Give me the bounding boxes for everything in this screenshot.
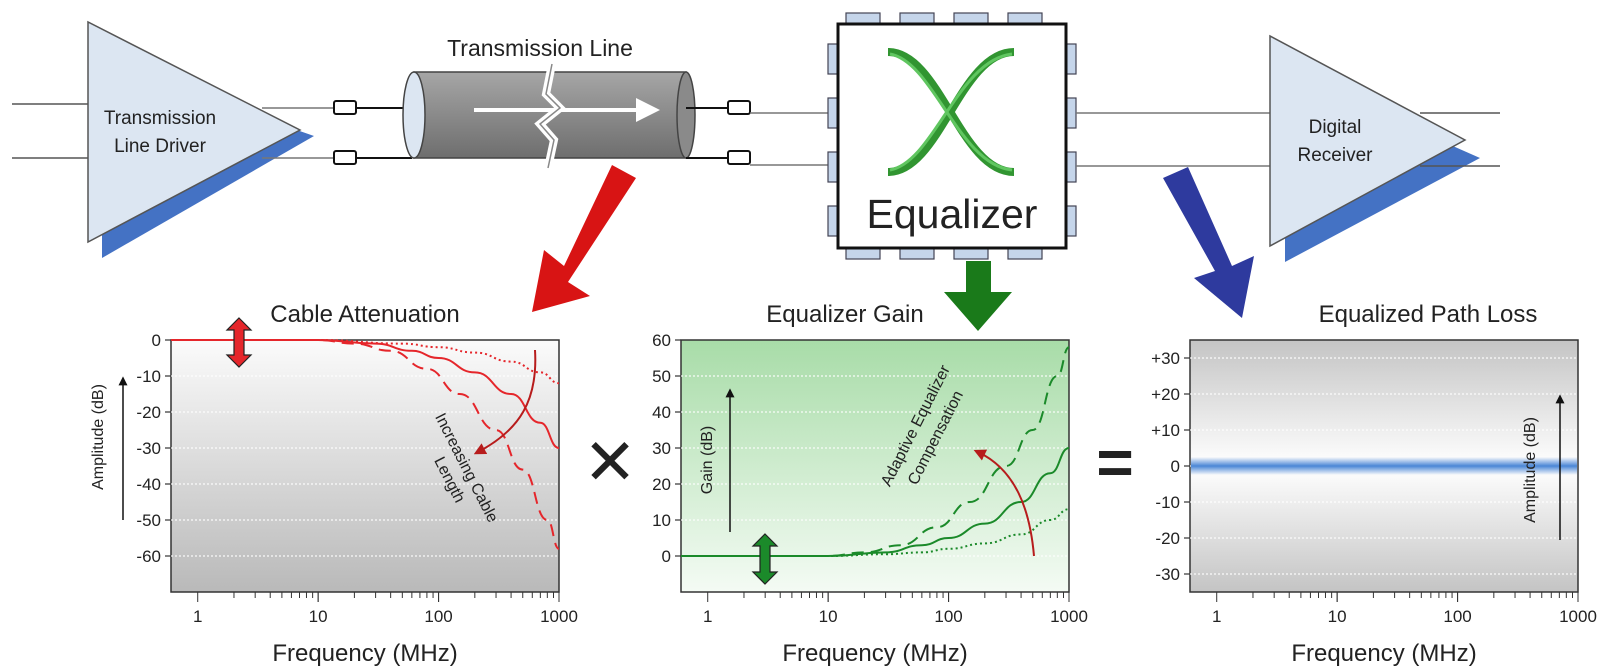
x-tick-label: 1 xyxy=(703,607,712,626)
y-tick-label: 20 xyxy=(652,475,671,494)
connector-icon xyxy=(334,101,412,164)
y-tick-label: 30 xyxy=(652,439,671,458)
y-tick-label: 60 xyxy=(652,331,671,350)
x-tick-label: 1000 xyxy=(540,607,578,626)
y-tick-label: -10 xyxy=(1155,493,1180,512)
y-tick-label: 0 xyxy=(662,547,671,566)
big-arrow-red xyxy=(532,165,636,312)
chart2-title: Equalizer Gain xyxy=(766,301,923,328)
x-tick-label: 1 xyxy=(193,607,202,626)
x-tick-label: 10 xyxy=(819,607,838,626)
chart3-title: Equalized Path Loss xyxy=(1319,301,1538,328)
chart-equalized-path-loss: +30 +20 +10 0 -10 -20 -30 1 10 100 1000 Equalized… xyxy=(1151,301,1597,667)
driver-label-line2: Line Driver xyxy=(114,136,207,157)
x-tick-label: 10 xyxy=(309,607,328,626)
big-arrow-blue xyxy=(1163,167,1254,318)
receiver-label-line2: Receiver xyxy=(1298,145,1374,166)
x-tick-label: 1 xyxy=(1212,607,1221,626)
x-tick-label: 1000 xyxy=(1050,607,1088,626)
chart3-xlabel: Frequency (MHz) xyxy=(1291,640,1476,667)
y-tick-label: 40 xyxy=(652,403,671,422)
chart1-xlabel: Frequency (MHz) xyxy=(272,640,457,667)
y-tick-label: -60 xyxy=(136,547,161,566)
y-tick-label: +30 xyxy=(1151,349,1180,368)
chart1-ylabel: Amplitude (dB) xyxy=(90,384,107,490)
input-wires xyxy=(12,104,92,158)
cable-to-eq-wires xyxy=(750,113,836,165)
transmission-line-label: Transmission Line xyxy=(447,35,633,61)
digital-receiver: Digital Receiver xyxy=(1270,36,1480,262)
big-arrow-green xyxy=(944,261,1012,331)
chart-cable-attenuation: 0 -10 -20 -30 -40 -50 -60 1 10 100 1000 Cable Att… xyxy=(90,301,578,667)
multiply-symbol: ✕ xyxy=(583,426,637,498)
equalized-flat-band xyxy=(1191,457,1577,475)
line-driver: Transmission Line Driver xyxy=(88,22,314,258)
x-tick-label: 100 xyxy=(424,607,452,626)
y-tick-label: +20 xyxy=(1151,385,1180,404)
eq-to-receiver-wires xyxy=(1076,113,1290,166)
y-tick-label: 0 xyxy=(1171,457,1180,476)
chart2-xlabel: Frequency (MHz) xyxy=(782,640,967,667)
chart3-ylabel: Amplitude (dB) xyxy=(1522,417,1539,523)
y-tick-label: -10 xyxy=(136,367,161,386)
y-tick-label: -20 xyxy=(1155,529,1180,548)
y-tick-label: 10 xyxy=(652,511,671,530)
chart2-ylabel: Gain (dB) xyxy=(699,426,716,494)
chart1-title: Cable Attenuation xyxy=(270,301,459,328)
y-tick-label: -20 xyxy=(136,403,161,422)
driver-label-line1: Transmission xyxy=(104,108,216,129)
amplifier-triangle-icon xyxy=(88,22,300,242)
equals-symbol: = xyxy=(1096,426,1133,498)
y-tick-label: -40 xyxy=(136,475,161,494)
y-tick-label: 0 xyxy=(152,331,161,350)
y-tick-label: +10 xyxy=(1151,421,1180,440)
y-tick-label: 50 xyxy=(652,367,671,386)
ic-chip-icon: Equalizer xyxy=(828,13,1076,259)
y-tick-label: -30 xyxy=(1155,565,1180,584)
x-tick-label: 100 xyxy=(1443,607,1471,626)
x-tick-label: 1000 xyxy=(1559,607,1597,626)
x-tick-label: 10 xyxy=(1328,607,1347,626)
equalizer-label: Equalizer xyxy=(867,191,1038,237)
coax-cable-icon: Transmission Line xyxy=(403,35,695,168)
receiver-label-line1: Digital xyxy=(1309,117,1362,138)
y-tick-label: -30 xyxy=(136,439,161,458)
x-tick-label: 100 xyxy=(934,607,962,626)
y-tick-label: -50 xyxy=(136,511,161,530)
